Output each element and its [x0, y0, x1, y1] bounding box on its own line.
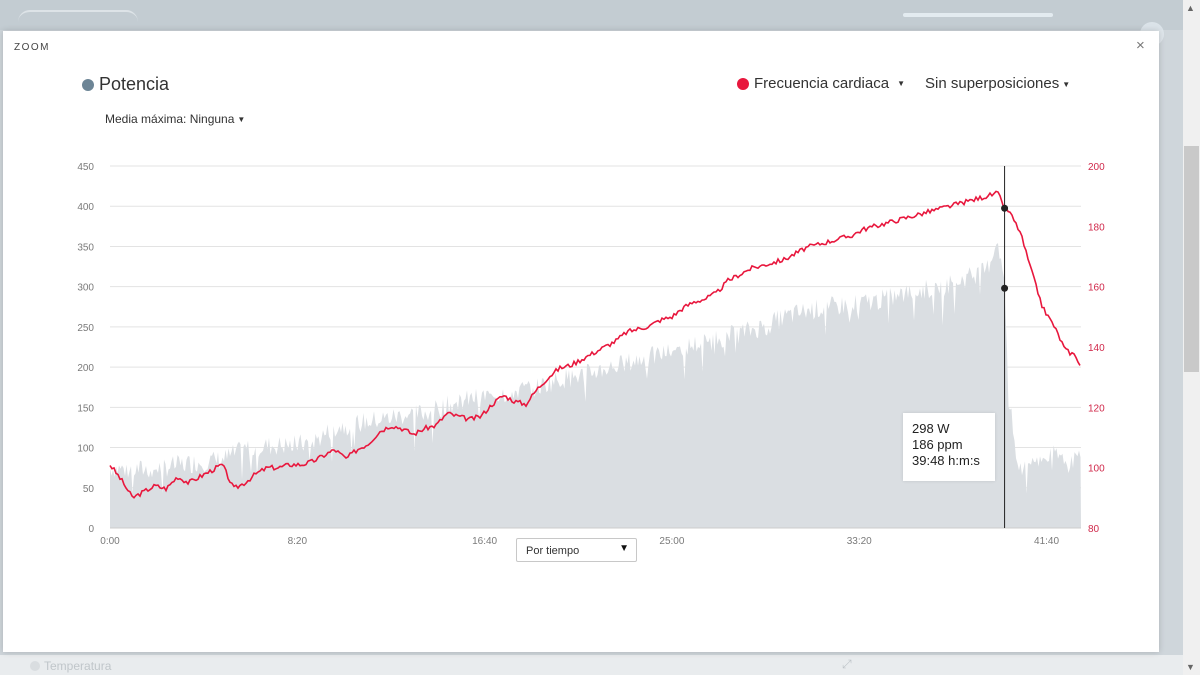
y-tick-left: 150: [77, 403, 94, 414]
caret-down-icon: ▼: [897, 79, 905, 88]
select-arrow-icon: ▼: [619, 543, 629, 554]
background-tab-indicator: [903, 13, 1053, 17]
y-tick-right: 100: [1088, 464, 1105, 475]
cursor-point-heart-rate: [1001, 204, 1009, 212]
heart-rate-line: [109, 190, 1081, 499]
select-value: Por tiempo: [526, 545, 580, 557]
y-tick-left: 200: [77, 363, 94, 374]
media-maxima-dropdown[interactable]: Media máxima: Ninguna ▼: [105, 112, 245, 126]
heart-rate-dot-icon: [737, 77, 749, 90]
legend-power-label: Potencia: [99, 74, 170, 94]
overlay-dropdown[interactable]: Sin superposiciones ▼: [925, 75, 1070, 92]
y-tick-right: 80: [1088, 524, 1100, 535]
y-tick-right: 200: [1088, 162, 1105, 173]
heart-rate-dropdown[interactable]: Frecuencia cardiaca ▼: [737, 75, 905, 92]
background-temperature-legend: Temperatura: [30, 659, 111, 673]
caret-down-icon: ▼: [237, 115, 246, 125]
x-tick: 25:00: [659, 536, 684, 547]
y-tick-right: 140: [1088, 343, 1105, 354]
x-tick: 8:20: [288, 536, 308, 547]
overlay-label: Sin superposiciones: [925, 75, 1060, 92]
modal-title: ZOOM: [14, 42, 50, 53]
power-area: [110, 243, 1081, 528]
media-maxima-label: Media máxima: Ninguna: [105, 112, 235, 126]
y-tick-left: 250: [77, 323, 94, 334]
expand-icon: ⤢: [842, 657, 852, 671]
x-tick: 33:20: [847, 536, 872, 547]
power-dot-icon: [82, 78, 94, 91]
y-tick-left: 450: [77, 162, 94, 173]
scroll-up-arrow-icon[interactable]: ▲: [1186, 3, 1195, 13]
background-footer: [0, 655, 1183, 675]
x-tick: 16:40: [472, 536, 497, 547]
tooltip-time: 39:48 h:m:s: [912, 453, 980, 468]
temperature-label: Temperatura: [44, 659, 112, 673]
temperature-dot-icon: [30, 661, 40, 671]
scroll-down-arrow-icon[interactable]: ▼: [1186, 662, 1195, 672]
heart-rate-label: Frecuencia cardiaca: [754, 75, 890, 92]
x-tick: 0:00: [100, 536, 120, 547]
x-axis-mode-select[interactable]: Por tiempo ▼: [516, 538, 637, 562]
y-tick-left: 0: [88, 524, 94, 535]
legend-power[interactable]: Potencia: [82, 74, 169, 95]
tooltip-heart-rate: 186 ppm: [912, 437, 963, 452]
y-tick-left: 350: [77, 242, 94, 253]
tooltip-power: 298 W: [912, 421, 950, 436]
y-tick-left: 50: [83, 484, 95, 495]
chart-tooltip: 298 W 186 ppm 39:48 h:m:s: [903, 413, 995, 481]
background-logo: [18, 10, 138, 32]
caret-down-icon: ▼: [1062, 79, 1071, 89]
y-tick-left: 400: [77, 202, 94, 213]
x-tick: 41:40: [1034, 536, 1059, 547]
y-tick-right: 160: [1088, 283, 1105, 294]
cursor-point-power: [1001, 284, 1009, 292]
y-tick-right: 180: [1088, 222, 1105, 233]
y-tick-left: 300: [77, 283, 94, 294]
y-tick-right: 120: [1088, 403, 1105, 414]
y-tick-left: 100: [77, 444, 94, 455]
close-icon[interactable]: ×: [1136, 37, 1145, 54]
scrollbar-thumb[interactable]: [1184, 146, 1199, 372]
